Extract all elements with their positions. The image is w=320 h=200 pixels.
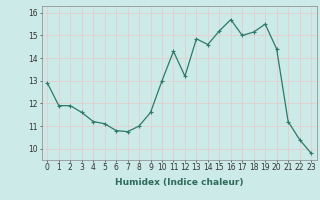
X-axis label: Humidex (Indice chaleur): Humidex (Indice chaleur) [115,178,244,187]
